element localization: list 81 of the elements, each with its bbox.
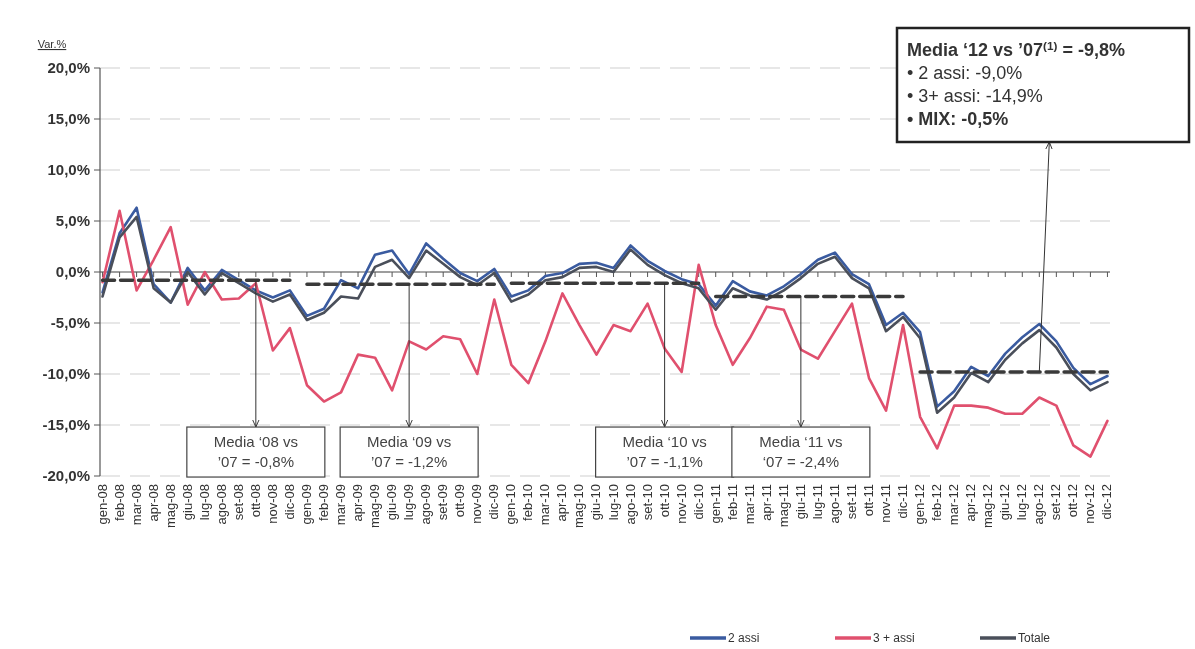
x-tick-label: dic-08 bbox=[281, 484, 297, 520]
y-tick-label: 20,0% bbox=[47, 59, 90, 77]
legend-label: Totale bbox=[1018, 631, 1051, 646]
x-tick-label: mar-12 bbox=[946, 484, 962, 526]
annotation: Media ‘10 vs ’07 = -1,1% bbox=[622, 433, 707, 471]
y-tick-label: -20,0% bbox=[42, 467, 90, 485]
x-tick-label: giu-11 bbox=[792, 484, 808, 520]
x-tick-label: mag-09 bbox=[367, 484, 383, 529]
x-tick-label: apr-10 bbox=[554, 484, 570, 522]
x-tick-label: gen-09 bbox=[298, 484, 314, 525]
x-tick-label: ago-08 bbox=[213, 484, 229, 525]
x-tick-label: dic-10 bbox=[690, 484, 706, 520]
x-tick-label: apr-12 bbox=[963, 484, 979, 522]
x-tick-label: feb-08 bbox=[111, 484, 127, 521]
x-tick-label: ago-12 bbox=[1031, 484, 1047, 525]
x-tick-label: set-09 bbox=[435, 484, 451, 521]
x-tick-label: mag-11 bbox=[775, 484, 791, 528]
x-tick-label: ott-11 bbox=[861, 484, 876, 517]
x-tick-label: dic-12 bbox=[1099, 484, 1115, 520]
y-tick-label: 10,0% bbox=[47, 161, 90, 179]
x-tick-label: mag-10 bbox=[571, 484, 587, 529]
x-tick-label: nov-09 bbox=[469, 484, 485, 524]
y-tick-label: 5,0% bbox=[55, 212, 90, 230]
x-tick-label: feb-11 bbox=[724, 484, 740, 520]
x-tick-label: feb-10 bbox=[520, 484, 536, 521]
annotation: • 2 assi: -9,0% bbox=[907, 63, 1023, 83]
x-tick-label: mar-11 bbox=[741, 484, 757, 525]
x-tick-label: dic-09 bbox=[486, 484, 502, 520]
y-axis-title: Var.% bbox=[37, 38, 67, 50]
annotation: • MIX: -0,5% bbox=[907, 109, 1009, 129]
x-tick-label: set-08 bbox=[230, 484, 246, 521]
x-tick-label: gen-08 bbox=[94, 484, 110, 525]
x-tick-label: giu-10 bbox=[588, 484, 604, 521]
x-tick-label: mag-12 bbox=[980, 484, 996, 529]
x-tick-label: mar-10 bbox=[537, 484, 553, 526]
x-tick-label: set-11 bbox=[843, 484, 859, 520]
x-tick-label: giu-12 bbox=[997, 484, 1013, 521]
x-tick-label: lug-08 bbox=[196, 484, 212, 521]
x-tick-label: nov-12 bbox=[1082, 484, 1098, 524]
y-tick-label: -15,0% bbox=[42, 416, 90, 434]
x-tick-label: ott-08 bbox=[247, 484, 263, 518]
x-tick-label: mar-09 bbox=[333, 484, 348, 526]
x-tick-label: ott-10 bbox=[656, 484, 672, 518]
x-tick-label: apr-08 bbox=[145, 484, 161, 522]
x-tick-label: lug-09 bbox=[401, 484, 417, 521]
x-tick-label: feb-12 bbox=[929, 484, 945, 521]
x-tick-label: mar-08 bbox=[128, 484, 144, 526]
x-tick-label: lug-10 bbox=[605, 484, 621, 521]
annotation: Media ‘08 vs ’07 = -0,8% bbox=[213, 433, 298, 471]
x-tick-label: ott-09 bbox=[452, 484, 468, 518]
x-tick-label: mag-08 bbox=[162, 484, 178, 529]
x-tick-label: ago-09 bbox=[418, 484, 434, 525]
legend-label: 2 assi bbox=[728, 631, 760, 646]
legend-label: 3 + assi bbox=[873, 631, 915, 646]
x-tick-label: nov-10 bbox=[673, 484, 689, 524]
x-tick-label: gen-11 bbox=[707, 484, 723, 524]
x-tick-label: dic-11 bbox=[895, 484, 911, 519]
annotation: Media ‘09 vs ’07 = -1,2% bbox=[367, 433, 452, 471]
y-tick-label: -5,0% bbox=[50, 314, 90, 332]
x-tick-label: nov-08 bbox=[264, 484, 280, 524]
x-tick-label: gen-10 bbox=[503, 484, 519, 525]
x-tick-label: set-10 bbox=[639, 484, 655, 521]
x-tick-label: apr-11 bbox=[758, 484, 774, 521]
x-tick-label: ago-11 bbox=[826, 484, 842, 524]
y-tick-label: -10,0% bbox=[42, 365, 90, 383]
x-tick-label: ago-10 bbox=[622, 484, 638, 525]
x-tick-label: lug-11 bbox=[809, 484, 825, 520]
annotation: Media ‘11 vs ‘07 = -2,4% bbox=[759, 433, 843, 471]
x-tick-label: lug-12 bbox=[1014, 484, 1030, 521]
x-tick-label: ott-12 bbox=[1065, 484, 1081, 518]
x-tick-label: feb-09 bbox=[315, 484, 331, 521]
x-tick-label: apr-09 bbox=[350, 484, 366, 522]
annotation: • 3+ assi: -14,9% bbox=[907, 86, 1043, 106]
x-tick-label: giu-08 bbox=[179, 484, 195, 521]
y-tick-label: 15,0% bbox=[47, 110, 90, 128]
x-tick-label: giu-09 bbox=[384, 484, 400, 521]
x-tick-label: nov-11 bbox=[878, 484, 894, 523]
text: Media ‘12 vs ’07$^{(1)}$ = -9,8% bbox=[907, 38, 1125, 60]
x-tick-label: gen-12 bbox=[912, 484, 928, 525]
x-tick-label: set-12 bbox=[1048, 484, 1064, 521]
y-tick-label: 0,0% bbox=[55, 263, 90, 281]
